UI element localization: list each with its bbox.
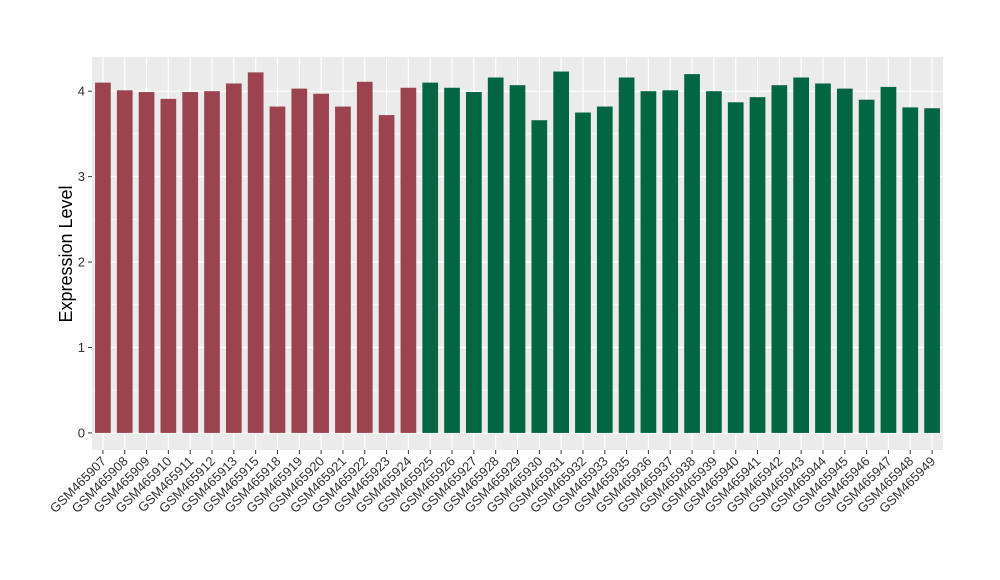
- bar-GSM465941: [749, 97, 766, 433]
- bar-GSM465933: [596, 106, 613, 433]
- bar-GSM465947: [880, 86, 897, 433]
- bar-GSM465918: [269, 106, 286, 433]
- bar-GSM465937: [662, 90, 679, 433]
- bar-GSM465938: [684, 74, 700, 433]
- y-tick-label: 1: [78, 340, 85, 355]
- bar-GSM465910: [160, 98, 177, 433]
- bar-GSM465919: [291, 88, 308, 433]
- bar-GSM465927: [466, 92, 482, 433]
- y-axis-title: Expression Level: [56, 185, 76, 322]
- bar-GSM465907: [95, 82, 111, 433]
- y-tick-label: 2: [78, 255, 85, 270]
- y-tick-label: 4: [78, 84, 85, 99]
- bar-GSM465939: [706, 91, 722, 433]
- bar-GSM465940: [727, 102, 744, 433]
- bar-GSM465913: [225, 83, 242, 433]
- bar-GSM465932: [575, 112, 591, 433]
- bar-GSM465935: [618, 77, 635, 433]
- bar-GSM465944: [815, 83, 831, 433]
- y-axis: 0 1 2 3 4: [78, 84, 92, 440]
- bar-GSM465948: [902, 107, 919, 433]
- bar-GSM465929: [509, 85, 526, 433]
- bar-GSM465925: [422, 82, 439, 433]
- bar-GSM465942: [771, 85, 788, 433]
- bars: [95, 71, 940, 433]
- bar-GSM465915: [247, 72, 264, 433]
- y-tick-label: 0: [78, 425, 85, 440]
- bar-GSM465920: [313, 93, 329, 433]
- bar-GSM465945: [836, 88, 853, 433]
- bar-GSM465912: [204, 91, 220, 433]
- bar-GSM465922: [356, 81, 373, 433]
- bar-GSM465926: [444, 87, 460, 433]
- bar-GSM465911: [182, 92, 199, 433]
- bar-GSM465930: [531, 120, 548, 433]
- bar-GSM465936: [640, 91, 657, 433]
- bar-GSM465928: [487, 77, 504, 433]
- bar-GSM465924: [400, 87, 417, 433]
- x-axis: GSM465907GSM465908GSM465909GSM465910GSM4…: [47, 450, 938, 516]
- bar-GSM465921: [335, 106, 351, 433]
- bar-GSM465946: [858, 99, 875, 433]
- bar-GSM465909: [138, 92, 155, 433]
- y-tick-label: 3: [78, 169, 85, 184]
- bar-GSM465923: [378, 115, 395, 433]
- bar-GSM465908: [116, 90, 133, 433]
- bar-GSM465943: [793, 77, 810, 433]
- bar-GSM465949: [924, 108, 940, 433]
- bar-GSM465931: [553, 71, 569, 433]
